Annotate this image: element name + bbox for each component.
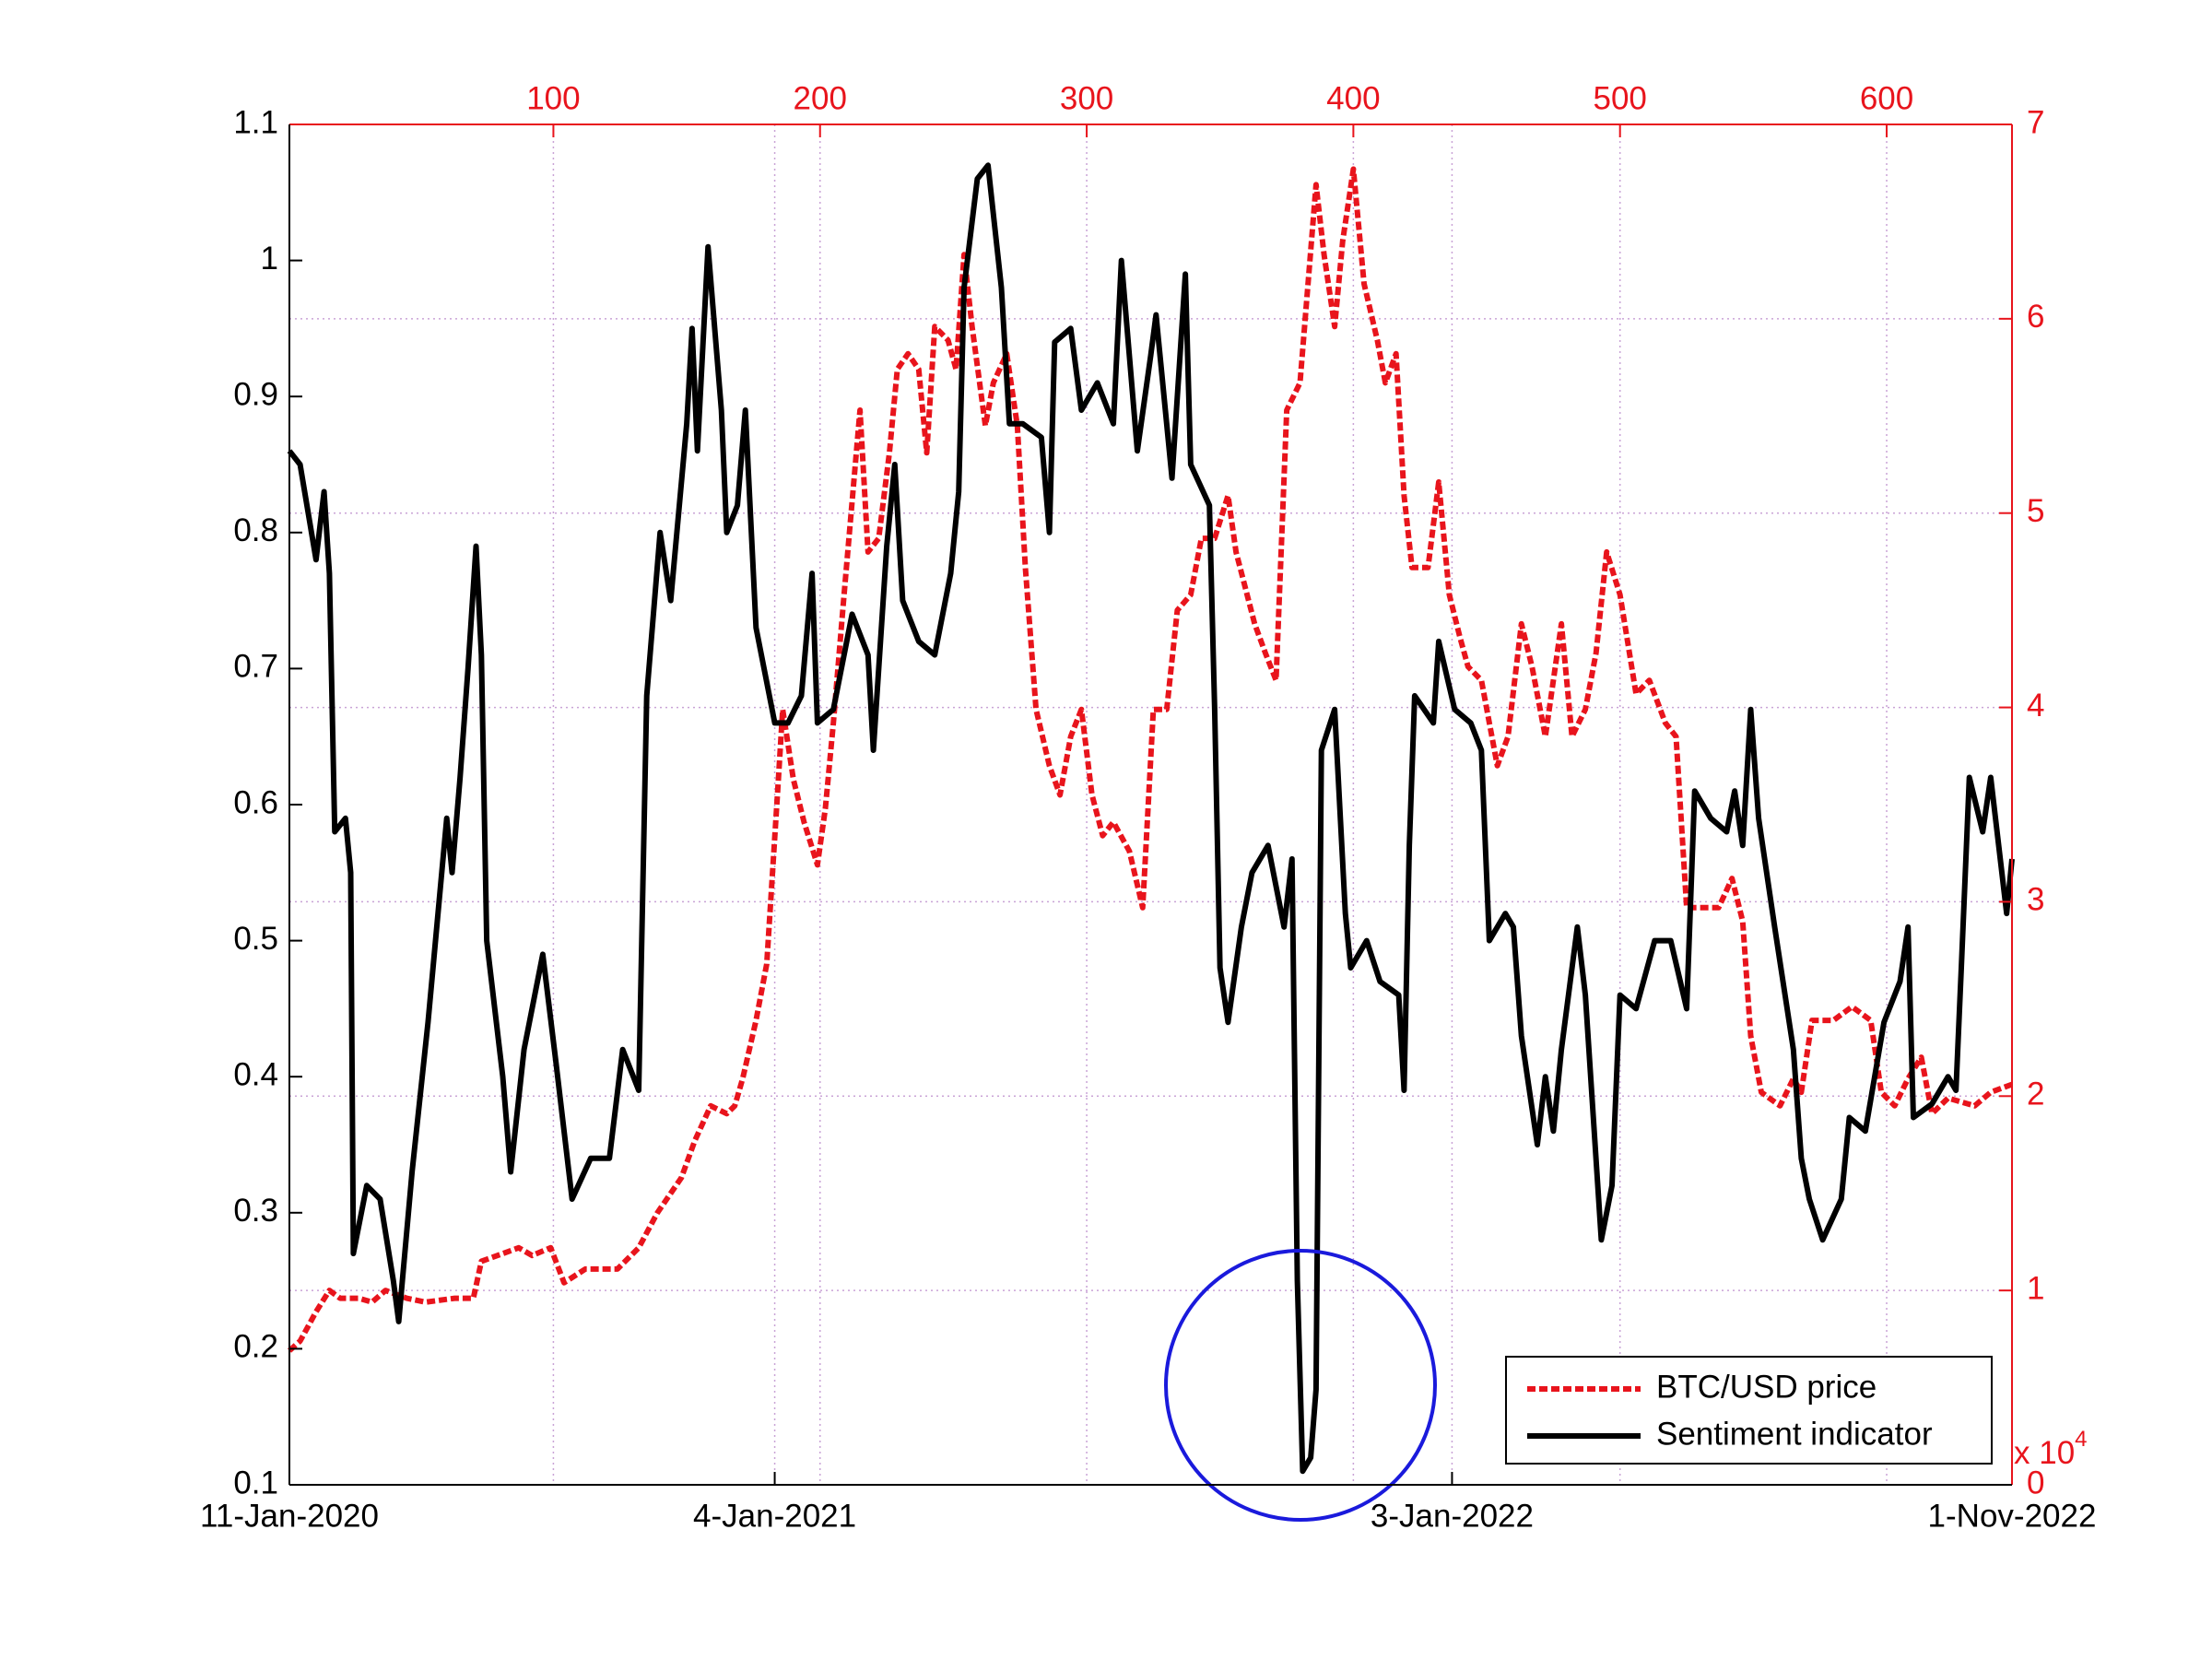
y-tick-label: 0.7 — [233, 649, 278, 685]
legend-box — [1505, 1356, 1993, 1465]
x-tick-label: 3-Jan-2022 — [1371, 1498, 1534, 1534]
series-line — [287, 162, 2015, 1475]
y2-tick-label: 1 — [2027, 1270, 2044, 1306]
x-tick-label: 4-Jan-2021 — [693, 1498, 856, 1534]
y2-tick-label: 7 — [2027, 104, 2044, 140]
y-tick-label: 0.8 — [233, 512, 278, 548]
y2-tick-label: 2 — [2027, 1077, 2044, 1112]
lines — [287, 162, 2015, 1475]
y2-tick-label: 4 — [2027, 688, 2044, 724]
multiplier-base: x 10 — [2014, 1435, 2075, 1471]
x-tick-label: 11-Jan-2020 — [200, 1498, 379, 1534]
y-tick-label: 0.4 — [233, 1056, 278, 1092]
y2-tick-label: 3 — [2027, 882, 2044, 918]
y2-multiplier: x 104 — [2014, 1427, 2088, 1471]
legend-label: Sentiment indicator — [1656, 1416, 1933, 1452]
y-tick-label: 0.5 — [233, 921, 278, 957]
axes: 11-Jan-2020 4-Jan-2021 3-Jan-2022 1-Nov-202… — [200, 80, 2096, 1534]
y-tick-label: 0.6 — [233, 784, 278, 820]
highlight-circle — [1164, 1249, 1437, 1522]
multiplier-exponent: 4 — [2075, 1427, 2087, 1452]
y2-tick-label: 0 — [2027, 1465, 2044, 1500]
y-tick-label: 0.2 — [233, 1329, 278, 1365]
y2-tick-label: 6 — [2027, 299, 2044, 335]
x2-tick-label: 600 — [1860, 80, 1913, 116]
legend-label: BTC/USD price — [1656, 1369, 1877, 1405]
y-tick-label: 1.1 — [233, 104, 278, 140]
legend: BTC/USD price Sentiment indicator — [1527, 1369, 1933, 1452]
x2-tick-label: 200 — [794, 80, 847, 116]
y-tick-label: 0.1 — [233, 1465, 278, 1500]
x2-tick-label: 300 — [1060, 80, 1113, 116]
x2-tick-label: 400 — [1326, 80, 1380, 116]
y-tick-label: 0.9 — [233, 376, 278, 412]
x2-tick-label: 100 — [526, 80, 580, 116]
x-tick-label: 1-Nov-2022 — [1928, 1498, 2097, 1534]
x2-tick-label: 500 — [1593, 80, 1646, 116]
y-tick-label: 1 — [261, 241, 278, 276]
y2-tick-label: 5 — [2027, 493, 2044, 529]
y-tick-label: 0.3 — [233, 1193, 278, 1229]
series-line — [287, 166, 2014, 1353]
